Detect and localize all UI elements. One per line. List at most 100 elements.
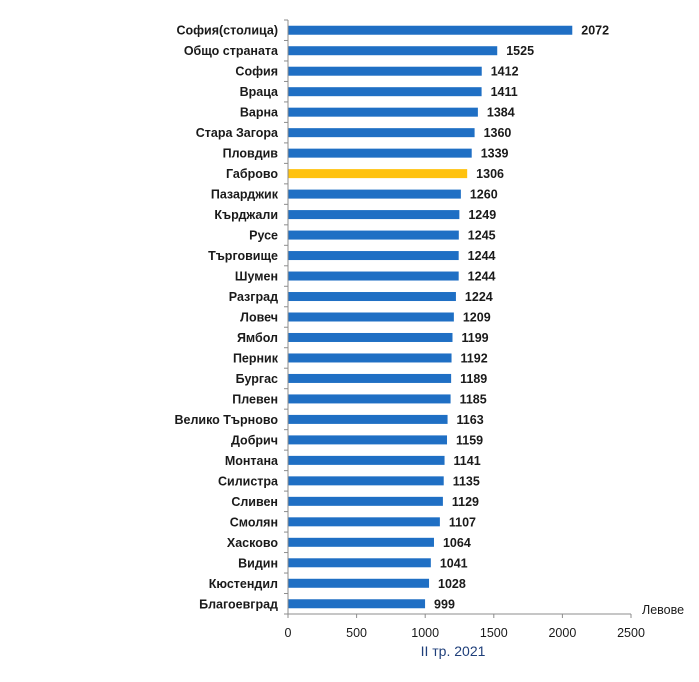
value-label: 1064 bbox=[443, 536, 471, 550]
bar bbox=[288, 292, 456, 302]
value-label: 1192 bbox=[461, 351, 488, 365]
value-label: 1245 bbox=[468, 229, 496, 243]
bar bbox=[288, 578, 430, 588]
category-label: Монтана bbox=[225, 454, 279, 468]
x-tick-label: 1500 bbox=[480, 626, 508, 640]
category-label: Смолян bbox=[230, 515, 278, 529]
bar bbox=[288, 517, 440, 527]
bar bbox=[288, 394, 451, 404]
value-label: 1185 bbox=[460, 392, 487, 406]
bar bbox=[288, 353, 452, 363]
category-label: Шумен bbox=[235, 270, 278, 284]
bar bbox=[288, 312, 454, 322]
value-label: 1028 bbox=[438, 577, 466, 591]
bar bbox=[288, 128, 475, 138]
y-axis-ticks-group bbox=[284, 19, 288, 615]
category-label: Бургас bbox=[236, 372, 278, 386]
bar bbox=[288, 455, 445, 465]
bar bbox=[288, 558, 431, 568]
bar bbox=[288, 476, 444, 486]
category-labels-group: София(столица) Общо страната София Враца Вар… bbox=[174, 24, 279, 612]
value-label: 1141 bbox=[454, 454, 481, 468]
value-label: 1412 bbox=[491, 65, 519, 79]
bar bbox=[288, 414, 448, 424]
bar bbox=[288, 46, 498, 56]
category-label: Хасково bbox=[227, 536, 278, 550]
category-label: Враца bbox=[240, 85, 279, 99]
value-label: 1135 bbox=[453, 474, 480, 488]
category-label: Плевен bbox=[232, 392, 278, 406]
value-label: 2072 bbox=[581, 24, 609, 38]
x-tick-label: 0 bbox=[285, 626, 292, 640]
bar bbox=[288, 332, 453, 342]
category-label: Пловдив bbox=[223, 147, 279, 161]
bar bbox=[288, 210, 460, 220]
category-label: Велико Търново bbox=[174, 413, 278, 427]
value-label: 1260 bbox=[470, 188, 498, 202]
x-tick-label: 1000 bbox=[411, 626, 439, 640]
x-tick-label: 2500 bbox=[617, 626, 645, 640]
bar bbox=[288, 169, 468, 179]
value-label: 1199 bbox=[462, 331, 489, 345]
value-label: 1209 bbox=[463, 311, 491, 325]
category-label: Пазарджик bbox=[211, 188, 279, 202]
value-label: 1163 bbox=[457, 413, 484, 427]
value-label: 999 bbox=[434, 597, 455, 611]
category-label: Добрич bbox=[231, 433, 278, 447]
category-label: Кърджали bbox=[214, 208, 278, 222]
value-labels-group: 2072 1525 1412 1411 1384 1360 1339 1306 1260 1249… bbox=[434, 24, 609, 612]
bar bbox=[288, 189, 461, 199]
bar bbox=[288, 87, 482, 97]
bar bbox=[288, 537, 434, 547]
category-label: Русе bbox=[249, 229, 278, 243]
category-label: Търговище bbox=[208, 249, 278, 263]
bar bbox=[288, 599, 426, 609]
chart-subtitle: II тр. 2021 bbox=[421, 643, 486, 659]
value-label: 1107 bbox=[449, 515, 476, 529]
category-label: Перник bbox=[233, 351, 279, 365]
x-tick-label: 2000 bbox=[548, 626, 576, 640]
value-label: 1339 bbox=[481, 147, 509, 161]
value-label: 1244 bbox=[468, 270, 496, 284]
category-label: Силистра bbox=[218, 474, 279, 488]
category-label: Ямбол bbox=[237, 331, 278, 345]
value-label: 1244 bbox=[468, 249, 496, 263]
x-axis-title: Левове bbox=[642, 603, 684, 617]
bar bbox=[288, 271, 459, 281]
bar bbox=[288, 148, 472, 158]
bar bbox=[288, 230, 459, 240]
category-label: Кюстендил bbox=[209, 577, 278, 591]
value-label: 1360 bbox=[484, 126, 512, 140]
bar bbox=[288, 435, 448, 445]
bar bbox=[288, 373, 452, 383]
category-label: Сливен bbox=[231, 495, 278, 509]
category-label: Стара Загора bbox=[196, 126, 279, 140]
category-label: Варна bbox=[240, 106, 279, 120]
category-label: Общо страната bbox=[184, 44, 279, 58]
bar bbox=[288, 25, 573, 35]
value-label: 1041 bbox=[440, 556, 468, 570]
category-label: София(столица) bbox=[176, 24, 278, 38]
value-label: 1525 bbox=[506, 44, 534, 58]
value-label: 1411 bbox=[491, 85, 518, 99]
category-label: Благоевград bbox=[199, 597, 278, 611]
category-label: София bbox=[235, 65, 278, 79]
value-label: 1384 bbox=[487, 106, 515, 120]
bar bbox=[288, 251, 459, 261]
value-label: 1159 bbox=[456, 433, 483, 447]
x-axis-ticks-group: 0 500 1000 1500 2000 2500 bbox=[285, 614, 645, 640]
bar bbox=[288, 66, 482, 76]
x-tick-label: 500 bbox=[346, 626, 367, 640]
value-label: 1129 bbox=[452, 495, 479, 509]
category-label: Габрово bbox=[226, 167, 278, 181]
value-label: 1189 bbox=[460, 372, 487, 386]
category-label: Разград bbox=[229, 290, 278, 304]
value-label: 1249 bbox=[468, 208, 496, 222]
bar bbox=[288, 496, 443, 506]
bars-group bbox=[288, 25, 573, 609]
value-label: 1306 bbox=[476, 167, 504, 181]
category-label: Ловеч bbox=[240, 311, 278, 325]
value-label: 1224 bbox=[465, 290, 493, 304]
category-label: Видин bbox=[238, 556, 278, 570]
